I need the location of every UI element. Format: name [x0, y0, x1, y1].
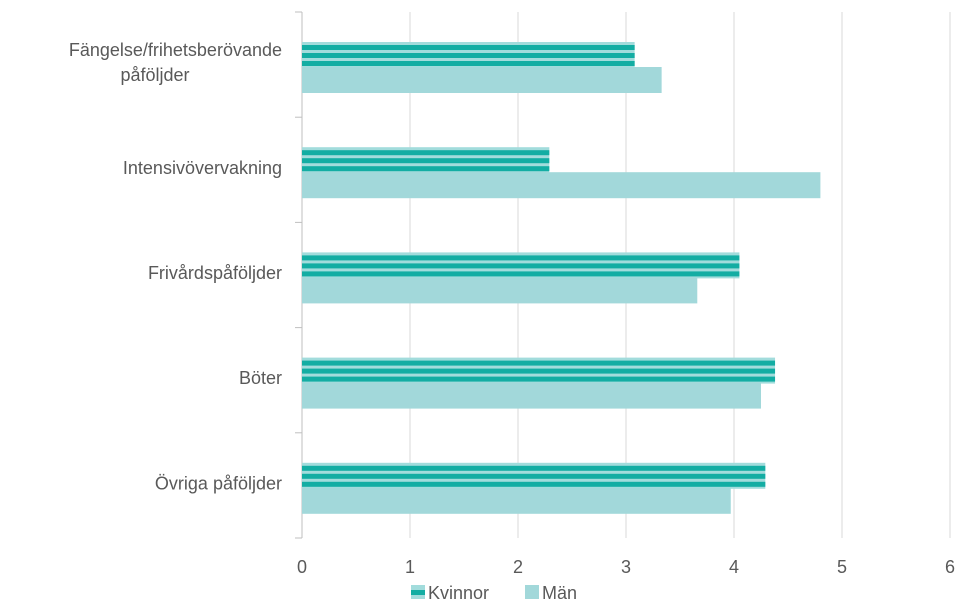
- x-tick-labels: 0 1 2 3 4 5 6: [297, 557, 955, 577]
- x-tick-label: 0: [297, 557, 307, 577]
- legend-swatch-kvinnor-stripe: [411, 590, 425, 595]
- x-tick-label: 2: [513, 557, 523, 577]
- bar-kvinnor: [302, 42, 635, 68]
- category-axis: [295, 11, 303, 539]
- legend: Kvinnor Män: [411, 583, 577, 603]
- bar-man: [302, 172, 821, 199]
- x-tick-label: 5: [837, 557, 847, 577]
- bar-kvinnor-stripe: [302, 150, 550, 156]
- bar-man: [302, 67, 662, 93]
- bar-kvinnor-stripe: [302, 473, 766, 479]
- x-tick-label: 6: [945, 557, 955, 577]
- bar-kvinnor-stripe: [302, 360, 776, 366]
- bar-kvinnor: [302, 357, 776, 384]
- bar-man: [302, 487, 731, 514]
- bar-kvinnor-stripe: [302, 481, 766, 487]
- bar-kvinnor-stripe: [302, 368, 776, 374]
- bar-kvinnor-stripe: [302, 45, 635, 50]
- bar-kvinnor-stripe: [302, 158, 550, 164]
- bar-kvinnor: [302, 462, 766, 489]
- bar-man: [302, 277, 698, 304]
- legend-swatch-man: [525, 585, 539, 599]
- legend-label-kvinnor: Kvinnor: [428, 583, 489, 603]
- category-label: Intensivövervakning: [123, 158, 282, 178]
- bar-kvinnor-stripe: [302, 255, 740, 261]
- category-labels: Fängelse/frihetsberövande påföljder Intens…: [69, 40, 282, 493]
- bar-man: [302, 382, 761, 409]
- category-label: Böter: [239, 368, 282, 388]
- bar-kvinnor-stripe: [302, 271, 740, 277]
- bar-kvinnor-stripe: [302, 465, 766, 471]
- category-label: Övriga påföljder: [155, 473, 282, 493]
- x-tick-label: 3: [621, 557, 631, 577]
- x-tick-label: 4: [729, 557, 739, 577]
- category-label: Frivårdspåföljder: [148, 263, 282, 283]
- bar-kvinnor: [302, 252, 740, 279]
- category-label: Fängelse/frihetsberövande: [69, 40, 282, 60]
- x-tick-label: 1: [405, 557, 415, 577]
- bar-kvinnor: [302, 147, 550, 174]
- bar-kvinnor-stripe: [302, 166, 550, 172]
- legend-label-man: Män: [542, 583, 577, 603]
- bar-kvinnor-stripe: [302, 376, 776, 382]
- legend-item-man: Män: [525, 583, 577, 603]
- bar-kvinnor-stripe: [302, 61, 635, 66]
- category-label: påföljder: [120, 65, 189, 85]
- bars: [302, 42, 821, 514]
- bar-kvinnor-stripe: [302, 263, 740, 269]
- legend-item-kvinnor: Kvinnor: [411, 583, 489, 603]
- bar-kvinnor-stripe: [302, 53, 635, 58]
